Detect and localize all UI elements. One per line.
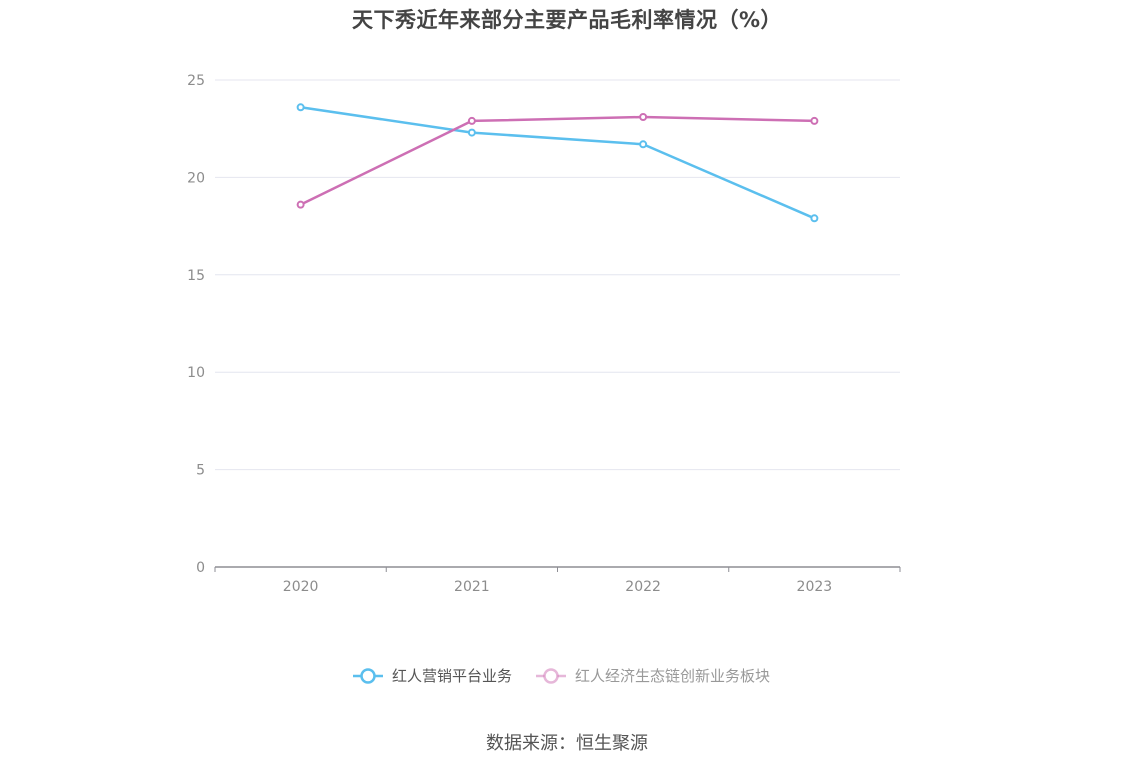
x-tick-label: 2021	[454, 579, 490, 595]
y-tick-label: 0	[196, 560, 205, 576]
series-line-1	[300, 106, 815, 220]
data-point[interactable]	[296, 103, 305, 112]
y-tick-label: 15	[187, 268, 205, 284]
x-tick-label: 2020	[283, 579, 319, 595]
chart-title: 天下秀近年来部分主要产品毛利率情况（%）	[351, 8, 783, 32]
data-point[interactable]	[639, 140, 648, 149]
series-lines	[296, 103, 819, 223]
legend-item-2[interactable]: 红人经济生态链创新业务板块	[536, 667, 770, 685]
series-line-2	[300, 115, 815, 206]
y-tick-label: 25	[187, 73, 205, 89]
data-point[interactable]	[810, 116, 819, 125]
data-point[interactable]	[296, 200, 305, 209]
y-tick-label: 20	[187, 170, 205, 186]
x-tick-label: 2023	[797, 579, 833, 595]
data-point[interactable]	[810, 214, 819, 223]
x-axis: 2020 2021 2022 2023	[214, 566, 901, 595]
x-tick-label: 2022	[625, 579, 661, 595]
legend-label: 红人营销平台业务	[392, 667, 512, 685]
data-point[interactable]	[467, 116, 476, 125]
y-axis: 0 5 10 15 20 25	[187, 73, 205, 576]
legend-label: 红人经济生态链创新业务板块	[575, 667, 770, 685]
legend-symbol-circle	[360, 668, 376, 684]
legend-item-1[interactable]: 红人营销平台业务	[353, 667, 512, 685]
legend[interactable]: 红人营销平台业务 红人经济生态链创新业务板块	[353, 667, 770, 685]
y-tick-label: 10	[187, 365, 205, 381]
data-source: 数据来源：恒生聚源	[486, 733, 648, 754]
legend-symbol-circle	[543, 668, 559, 684]
data-point[interactable]	[639, 113, 648, 122]
data-point[interactable]	[467, 128, 476, 137]
y-tick-label: 5	[196, 463, 205, 479]
grid-lines	[215, 79, 900, 471]
